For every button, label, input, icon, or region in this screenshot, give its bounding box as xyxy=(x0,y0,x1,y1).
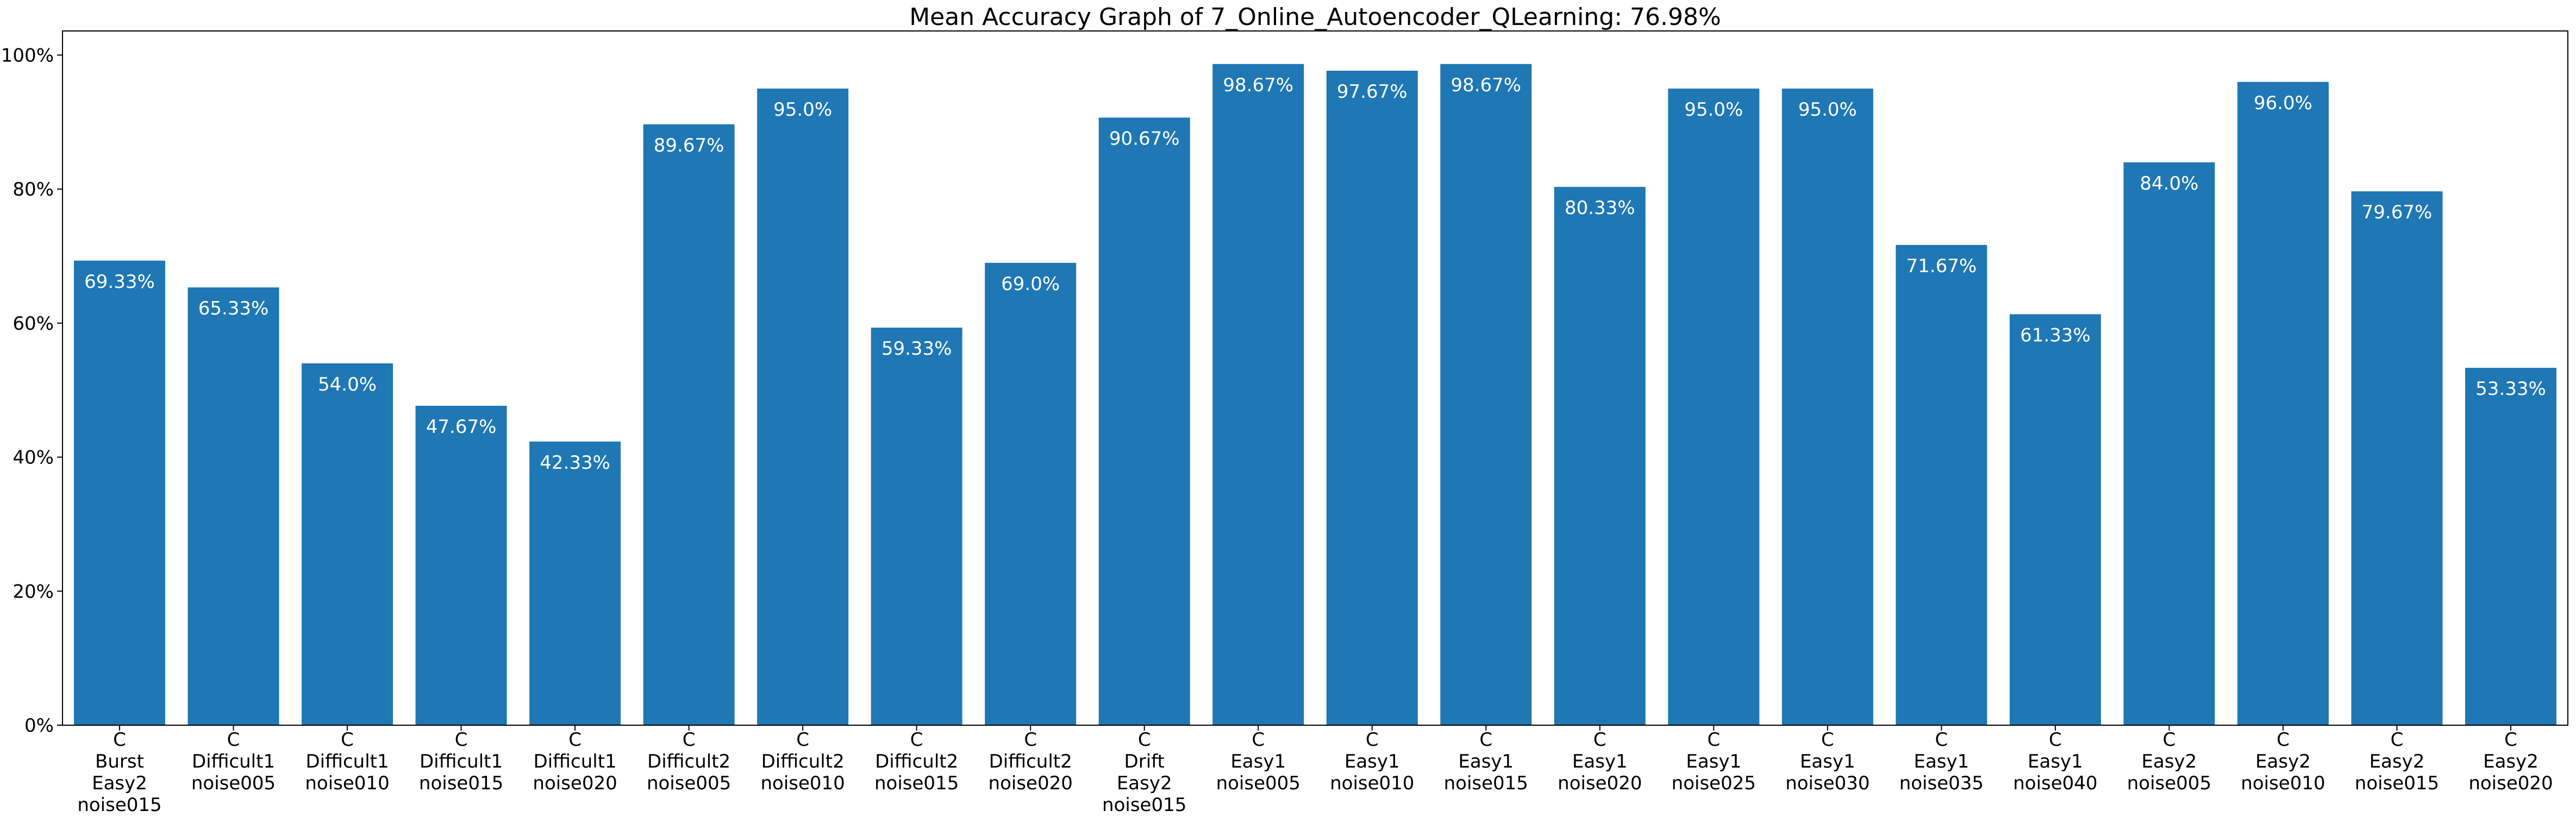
bar-value-label: 61.33% xyxy=(2020,324,2091,346)
x-tick-label: C Difficult1 noise010 xyxy=(305,729,389,794)
bar xyxy=(187,287,279,725)
bars-layer xyxy=(74,64,2556,726)
bar-value-label: 98.67% xyxy=(1223,74,1293,96)
y-tick-label: 60% xyxy=(12,313,54,335)
bar-value-label: 71.67% xyxy=(1906,255,1977,277)
bar xyxy=(302,363,393,725)
chart-title: Mean Accuracy Graph of 7_Online_Autoenco… xyxy=(909,3,1721,31)
y-tick-label: 40% xyxy=(12,447,54,469)
bar-value-label: 90.67% xyxy=(1109,128,1180,150)
bar xyxy=(643,124,735,725)
bar-value-label: 97.67% xyxy=(1337,81,1408,103)
x-tick-label: C Difficult2 noise005 xyxy=(647,729,731,794)
bar xyxy=(871,328,962,725)
bar-value-label: 53.33% xyxy=(2475,378,2546,400)
x-tick-label: C Easy1 noise035 xyxy=(1899,729,1984,794)
bar-value-label: 95.0% xyxy=(773,99,832,121)
x-tick-label: C Easy2 noise015 xyxy=(2355,729,2439,794)
bar xyxy=(529,441,621,725)
bar xyxy=(1212,64,1304,725)
bar-value-label: 80.33% xyxy=(1565,197,1635,219)
y-tick-label: 100% xyxy=(1,45,54,66)
bar xyxy=(1326,71,1418,725)
plot-frame xyxy=(62,30,2568,726)
x-tick-label: C Easy2 noise010 xyxy=(2241,729,2325,794)
bar-value-label: 65.33% xyxy=(198,298,269,319)
bar xyxy=(757,89,849,725)
x-tick-label: C Burst Easy2 noise015 xyxy=(77,729,161,815)
bar-value-label: 79.67% xyxy=(2362,202,2433,223)
bar xyxy=(1440,64,1532,725)
x-axis: C Burst Easy2 noise015 C Difficult1 noise005 C D… xyxy=(77,725,2553,816)
x-tick-label: C Easy2 noise020 xyxy=(2468,729,2553,794)
bar xyxy=(1668,89,1760,725)
y-axis: 0% 20% 40% 60% 80% 100% xyxy=(1,45,62,737)
bar xyxy=(74,260,165,725)
bar xyxy=(415,405,507,725)
bar-value-label: 84.0% xyxy=(2140,173,2198,194)
bar-value-label: 47.67% xyxy=(426,416,497,438)
bar xyxy=(2009,314,2101,725)
x-tick-label: C Difficult1 noise015 xyxy=(419,729,503,794)
bar-value-label: 42.33% xyxy=(540,452,610,474)
bar xyxy=(1896,244,1987,726)
bar-value-label: 54.0% xyxy=(318,374,377,395)
x-tick-label: C Easy2 noise005 xyxy=(2127,729,2211,794)
bar-value-label: 96.0% xyxy=(2254,92,2312,114)
value-labels-layer: 69.33% 65.33% 54.0% 47.67% 42.33% 89.67% 95.0%… xyxy=(84,74,2546,474)
x-tick-label: C Difficult1 noise005 xyxy=(191,729,276,794)
x-tick-label: C Difficult2 noise020 xyxy=(989,729,1073,794)
bar-value-label: 69.0% xyxy=(1001,273,1060,295)
x-tick-label: C Easy1 noise025 xyxy=(1672,729,1756,794)
x-tick-label: C Difficult2 noise015 xyxy=(874,729,959,794)
bar xyxy=(1554,187,1646,726)
bar xyxy=(1781,89,1873,725)
y-tick-label: 0% xyxy=(24,715,54,737)
y-tick-label: 80% xyxy=(12,179,54,200)
bar xyxy=(985,262,1077,725)
x-tick-label: C Easy1 noise015 xyxy=(1444,729,1528,794)
bar xyxy=(2351,191,2443,726)
bar xyxy=(2465,368,2556,725)
bar xyxy=(1098,117,1190,725)
x-tick-label: C Easy1 noise030 xyxy=(1785,729,1870,794)
bar-value-label: 98.67% xyxy=(1450,74,1521,96)
bar xyxy=(2237,81,2329,725)
x-tick-label: C Easy1 noise010 xyxy=(1330,729,1414,794)
x-tick-label: C Drift Easy2 noise015 xyxy=(1102,729,1186,815)
x-tick-label: C Easy1 noise020 xyxy=(1558,729,1642,794)
bar xyxy=(2123,162,2215,725)
bar-value-label: 69.33% xyxy=(84,271,155,293)
bar-value-label: 95.0% xyxy=(1684,99,1743,121)
x-tick-label: C Difficult1 noise020 xyxy=(533,729,617,794)
bar-value-label: 89.67% xyxy=(654,135,724,156)
x-tick-label: C Easy1 noise005 xyxy=(1216,729,1300,794)
y-tick-label: 20% xyxy=(12,581,54,602)
bar-value-label: 59.33% xyxy=(881,338,952,360)
x-tick-label: C Easy1 noise040 xyxy=(2013,729,2097,794)
bar-value-label: 95.0% xyxy=(1798,99,1857,121)
x-tick-label: C Difficult2 noise010 xyxy=(760,729,845,794)
